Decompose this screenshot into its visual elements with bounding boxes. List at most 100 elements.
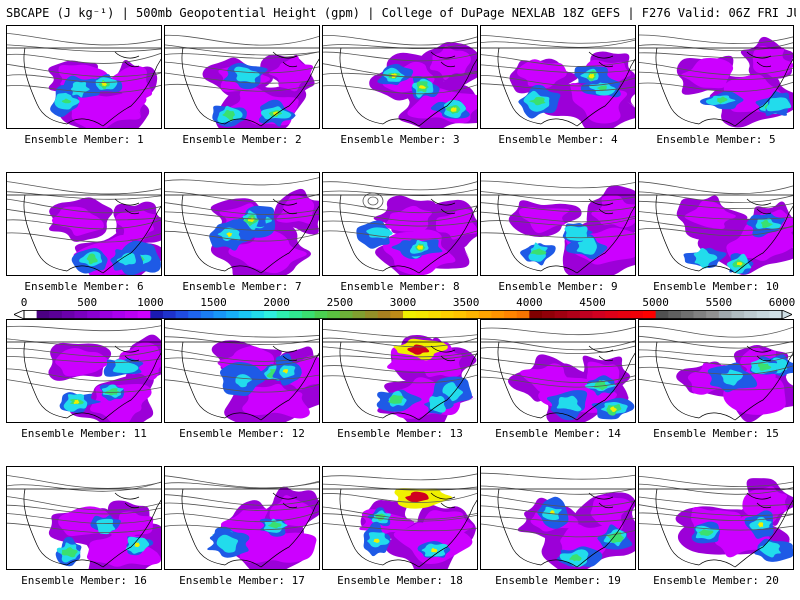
ensemble-member-label: Ensemble Member: 12 <box>179 427 305 440</box>
ensemble-member-label: Ensemble Member: 8 <box>340 280 460 293</box>
ensemble-member-label: Ensemble Member: 15 <box>653 427 779 440</box>
political-borders <box>323 341 477 421</box>
colorbar-swatch <box>567 310 581 319</box>
cape-map <box>481 472 635 569</box>
colorbar-tick-label: 3500 <box>452 296 480 309</box>
height-contours <box>165 475 319 531</box>
colorbar-swatch <box>125 310 139 319</box>
colorbar-swatch <box>478 310 492 319</box>
colorbar-swatch <box>327 310 341 319</box>
colorbar-tick-label: 6000 <box>768 296 796 309</box>
political-borders <box>481 488 635 568</box>
colorbar-outline <box>23 310 783 319</box>
colorbar-swatch <box>504 310 518 319</box>
cape-field <box>48 197 161 275</box>
ensemble-member-label: Ensemble Member: 10 <box>653 280 779 293</box>
colorbar-min-arrow <box>14 310 25 319</box>
colorbar-swatch <box>377 310 391 319</box>
colorbar-tick-label: 1000 <box>137 296 164 309</box>
colorbar-swatch <box>440 310 454 319</box>
colorbar-swatch <box>693 310 707 319</box>
political-borders <box>639 488 793 568</box>
colorbar-swatch <box>466 310 480 319</box>
ensemble-member-label: Ensemble Member: 13 <box>337 427 463 440</box>
ensemble-panel-12 <box>164 319 320 423</box>
ensemble-panel-9 <box>480 172 636 276</box>
political-borders <box>323 194 477 274</box>
height-contours <box>639 476 793 531</box>
height-contours <box>165 327 319 393</box>
ensemble-panel-16 <box>6 466 162 570</box>
colorbar-swatch <box>365 310 379 319</box>
colorbar-swatch <box>301 310 315 319</box>
political-borders <box>323 488 477 568</box>
colorbar-swatch <box>49 310 63 319</box>
cape-field <box>676 195 793 275</box>
cape-field <box>508 354 635 422</box>
colorbar-swatch <box>175 310 189 319</box>
ensemble-member-label: Ensemble Member: 11 <box>21 427 147 440</box>
colorbar-tick-label: 2000 <box>263 296 290 309</box>
height-contours <box>7 181 161 243</box>
colorbar-swatch <box>617 310 631 319</box>
ensemble-panel-3 <box>322 25 478 129</box>
cape-field <box>209 188 319 275</box>
colorbar-swatch <box>668 310 682 319</box>
height-contours <box>323 34 477 95</box>
cape-map <box>165 34 319 128</box>
ensemble-panel-4 <box>480 25 636 129</box>
colorbar-tick-label: 500 <box>77 296 98 309</box>
height-contours <box>323 329 477 384</box>
ensemble-panel-8 <box>322 172 478 276</box>
colorbar-swatch <box>188 310 202 319</box>
colorbar-swatch <box>112 310 126 319</box>
colorbar-swatch <box>36 310 50 319</box>
political-borders <box>165 341 319 421</box>
colorbar-tick-label: 4000 <box>516 296 543 309</box>
ensemble-member-label: Ensemble Member: 5 <box>656 133 776 146</box>
ensemble-member-label: Ensemble Member: 2 <box>182 133 302 146</box>
cape-map <box>323 34 477 128</box>
colorbar-swatch <box>61 310 75 319</box>
colorbar-swatch <box>137 310 151 319</box>
colorbar-swatch <box>718 310 732 319</box>
colorbar-tick-label: 4500 <box>579 296 606 309</box>
height-contours <box>7 325 161 393</box>
cape-map <box>7 475 161 569</box>
ensemble-member-label: Ensemble Member: 17 <box>179 574 305 587</box>
cape-map <box>165 475 319 569</box>
colorbar-swatch <box>592 310 606 319</box>
colorbar-swatch <box>541 310 555 319</box>
cape-map <box>639 326 793 422</box>
colorbar-swatch <box>579 310 593 319</box>
colorbar-swatch <box>251 310 265 319</box>
ensemble-member-label: Ensemble Member: 4 <box>498 133 618 146</box>
ensemble-panel-20 <box>638 466 794 570</box>
height-contours <box>639 34 793 92</box>
colorbar-swatch <box>276 310 290 319</box>
colorbar-swatch <box>289 310 303 319</box>
cape-map <box>323 473 477 569</box>
colorbar-swatch <box>339 310 353 319</box>
political-borders <box>165 194 319 274</box>
cape-field <box>517 492 635 569</box>
ensemble-member-label: Ensemble Member: 9 <box>498 280 618 293</box>
colorbar-labels: 0 500 1000 1500 2000 2500 3000 3500 4000 4500 5000… <box>0 296 800 309</box>
political-borders <box>481 194 635 274</box>
political-borders <box>7 341 161 421</box>
political-borders <box>323 47 477 127</box>
political-borders <box>7 194 161 274</box>
ensemble-panel-13 <box>322 319 478 423</box>
colorbar-swatch <box>756 310 770 319</box>
colorbar-swatch <box>491 310 505 319</box>
cape-field <box>356 195 477 275</box>
ensemble-panel-18 <box>322 466 478 570</box>
ensemble-member-label: Ensemble Member: 7 <box>182 280 302 293</box>
colorbar-swatch <box>529 310 543 319</box>
colorbar-swatch <box>87 310 101 319</box>
cape-field <box>508 185 635 275</box>
colorbar-swatch <box>200 310 214 319</box>
cape-map <box>7 33 161 128</box>
colorbar-tick-label: 1500 <box>200 296 227 309</box>
ensemble-panel-2 <box>164 25 320 129</box>
